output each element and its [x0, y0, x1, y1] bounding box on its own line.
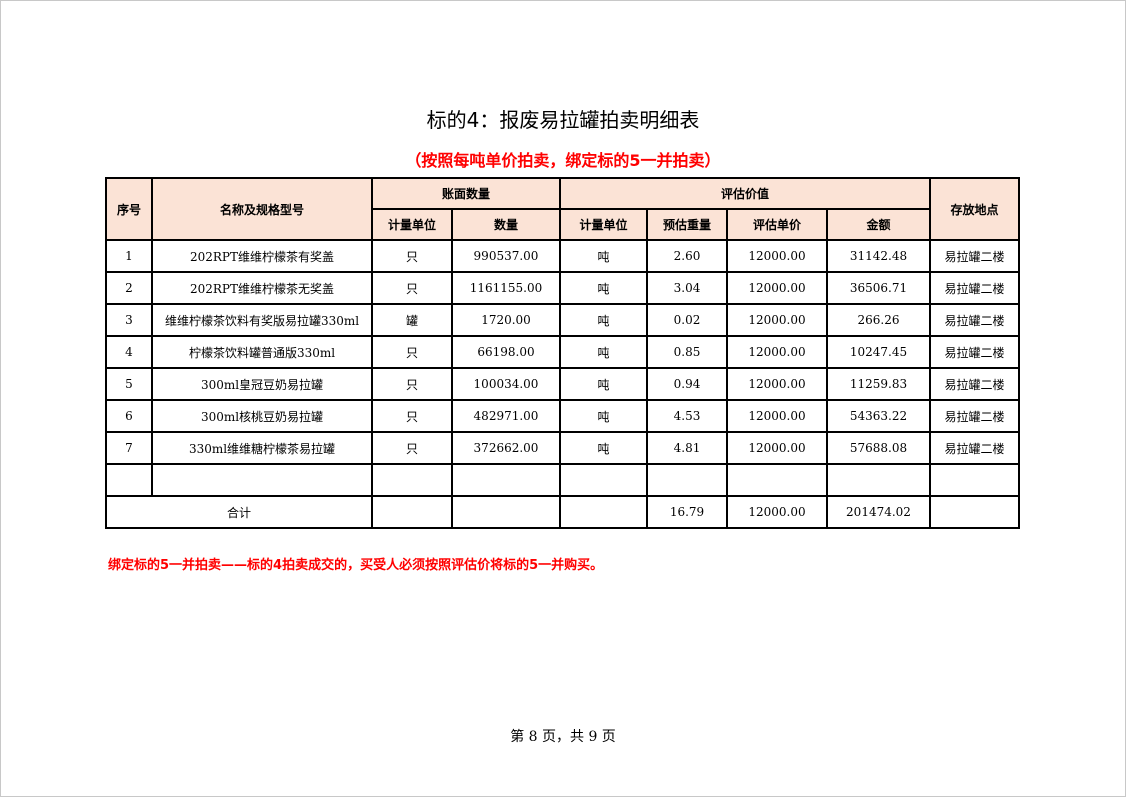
header-seq: 序号 [105, 177, 153, 241]
header-unit-price: 评估单价 [726, 208, 828, 241]
binding-note: 绑定标的5一并拍卖——标的4拍卖成交的，买受人必须按照评估价将标的5一并购买。 [108, 558, 604, 573]
cell-amount: 266.26 [826, 303, 931, 337]
cell-vunit: 吨 [559, 239, 648, 273]
header-name: 名称及规格型号 [151, 177, 373, 241]
header-est-weight: 预估重量 [646, 208, 728, 241]
cell-qty: 1720.00 [451, 303, 561, 337]
cell-loc: 易拉罐二楼 [929, 271, 1020, 305]
table-row: 7 330ml维维糖柠檬茶易拉罐只 372662.00 吨 4.81 12000.00 57… [105, 431, 1020, 465]
cell-seq: 4 [105, 335, 153, 369]
cell-price: 12000.00 [726, 367, 828, 401]
table-row: 2 202RPT维维柠檬茶无奖盖只 1161155.00 吨 3.04 12000.00 3… [105, 271, 1020, 305]
cell-seq: 7 [105, 431, 153, 465]
cell-qty: 990537.00 [451, 239, 561, 273]
cell-seq: 5 [105, 367, 153, 401]
cell-qty: 100034.00 [451, 367, 561, 401]
cell-name: 300ml核桃豆奶易拉罐 [151, 399, 373, 433]
cell-qty: 1161155.00 [451, 271, 561, 305]
cell-name: 300ml皇冠豆奶易拉罐 [151, 367, 373, 401]
total-label: 合计 [105, 495, 373, 529]
page-title: 标的4：报废易拉罐拍卖明细表 [426, 108, 700, 132]
cell-vunit: 吨 [559, 303, 648, 337]
cell-price: 12000.00 [726, 431, 828, 465]
cell-name: 202RPT维维柠檬茶有奖盖 [151, 239, 373, 273]
cell-unit: 只 [371, 335, 453, 369]
cell-weight: 2.60 [646, 239, 728, 273]
cell-vunit: 吨 [559, 367, 648, 401]
cell-seq: 1 [105, 239, 153, 273]
cell-vunit: 吨 [559, 399, 648, 433]
cell-amount: 57688.08 [826, 431, 931, 465]
cell-weight: 0.94 [646, 367, 728, 401]
cell-price: 12000.00 [726, 303, 828, 337]
cell-qty: 482971.00 [451, 399, 561, 433]
cell-amount: 11259.83 [826, 367, 931, 401]
header-amount: 金额 [826, 208, 931, 241]
cell-loc: 易拉罐二楼 [929, 303, 1020, 337]
cell-loc: 易拉罐二楼 [929, 431, 1020, 465]
total-price: 12000.00 [726, 495, 828, 529]
cell-seq: 2 [105, 271, 153, 305]
cell-seq: 6 [105, 399, 153, 433]
cell-name: 柠檬茶饮料罐普通版330ml [151, 335, 373, 369]
total-row: 合计 16.79 12000.00 201474.02 [105, 495, 1020, 529]
total-weight: 16.79 [646, 495, 728, 529]
cell-amount: 54363.22 [826, 399, 931, 433]
cell-unit: 只 [371, 271, 453, 305]
cell-loc: 易拉罐二楼 [929, 367, 1020, 401]
cell-unit: 只 [371, 367, 453, 401]
cell-qty: 372662.00 [451, 431, 561, 465]
cell-vunit: 吨 [559, 335, 648, 369]
cell-amount: 36506.71 [826, 271, 931, 305]
cell-unit: 罐 [371, 303, 453, 337]
cell-weight: 4.53 [646, 399, 728, 433]
cell-price: 12000.00 [726, 399, 828, 433]
header-valuation: 评估价值 [559, 177, 931, 210]
cell-unit: 只 [371, 399, 453, 433]
cell-unit: 只 [371, 431, 453, 465]
cell-vunit: 吨 [559, 431, 648, 465]
page-subtitle: （按照每吨单价拍卖，绑定标的5一并拍卖） [405, 151, 721, 170]
table-row: 3 维维柠檬茶饮料有奖版易拉罐330ml 罐 1720.00 吨 0.02 12000.00… [105, 303, 1020, 337]
table-row: 4 柠檬茶饮料罐普通版330ml 只 66198.00 吨 0.85 12000.00 102… [105, 335, 1020, 369]
cell-weight: 3.04 [646, 271, 728, 305]
auction-detail-table: 序号 名称及规格型号 账面数量 评估价值 存放地点 计量单位 数量 计量单位 预… [105, 177, 1020, 529]
table-row: 1 202RPT维维柠檬茶有奖盖只 990537.00 吨 2.60 12000.00 31… [105, 239, 1020, 273]
cell-price: 12000.00 [726, 271, 828, 305]
total-amount: 201474.02 [826, 495, 931, 529]
header-book-qty: 账面数量 [371, 177, 561, 210]
cell-unit: 只 [371, 239, 453, 273]
cell-amount: 10247.45 [826, 335, 931, 369]
cell-price: 12000.00 [726, 239, 828, 273]
header-book-count: 数量 [451, 208, 561, 241]
table-row: 6 300ml核桃豆奶易拉罐只 482971.00 吨 4.53 12000.00 5436… [105, 399, 1020, 433]
page-footer: 第 8 页，共 9 页 [510, 729, 616, 745]
table-row: 5 300ml皇冠豆奶易拉罐只 100034.00 吨 0.94 12000.00 1125… [105, 367, 1020, 401]
empty-row [105, 463, 1020, 497]
cell-amount: 31142.48 [826, 239, 931, 273]
cell-name: 维维柠檬茶饮料有奖版易拉罐330ml [151, 303, 373, 337]
cell-name: 202RPT维维柠檬茶无奖盖 [151, 271, 373, 305]
cell-name: 330ml维维糖柠檬茶易拉罐 [151, 431, 373, 465]
cell-seq: 3 [105, 303, 153, 337]
cell-qty: 66198.00 [451, 335, 561, 369]
cell-price: 12000.00 [726, 335, 828, 369]
cell-weight: 4.81 [646, 431, 728, 465]
cell-weight: 0.02 [646, 303, 728, 337]
cell-loc: 易拉罐二楼 [929, 239, 1020, 273]
cell-vunit: 吨 [559, 271, 648, 305]
cell-loc: 易拉罐二楼 [929, 399, 1020, 433]
header-location: 存放地点 [929, 177, 1020, 241]
header-book-unit: 计量单位 [371, 208, 453, 241]
cell-weight: 0.85 [646, 335, 728, 369]
header-val-unit: 计量单位 [559, 208, 648, 241]
cell-loc: 易拉罐二楼 [929, 335, 1020, 369]
